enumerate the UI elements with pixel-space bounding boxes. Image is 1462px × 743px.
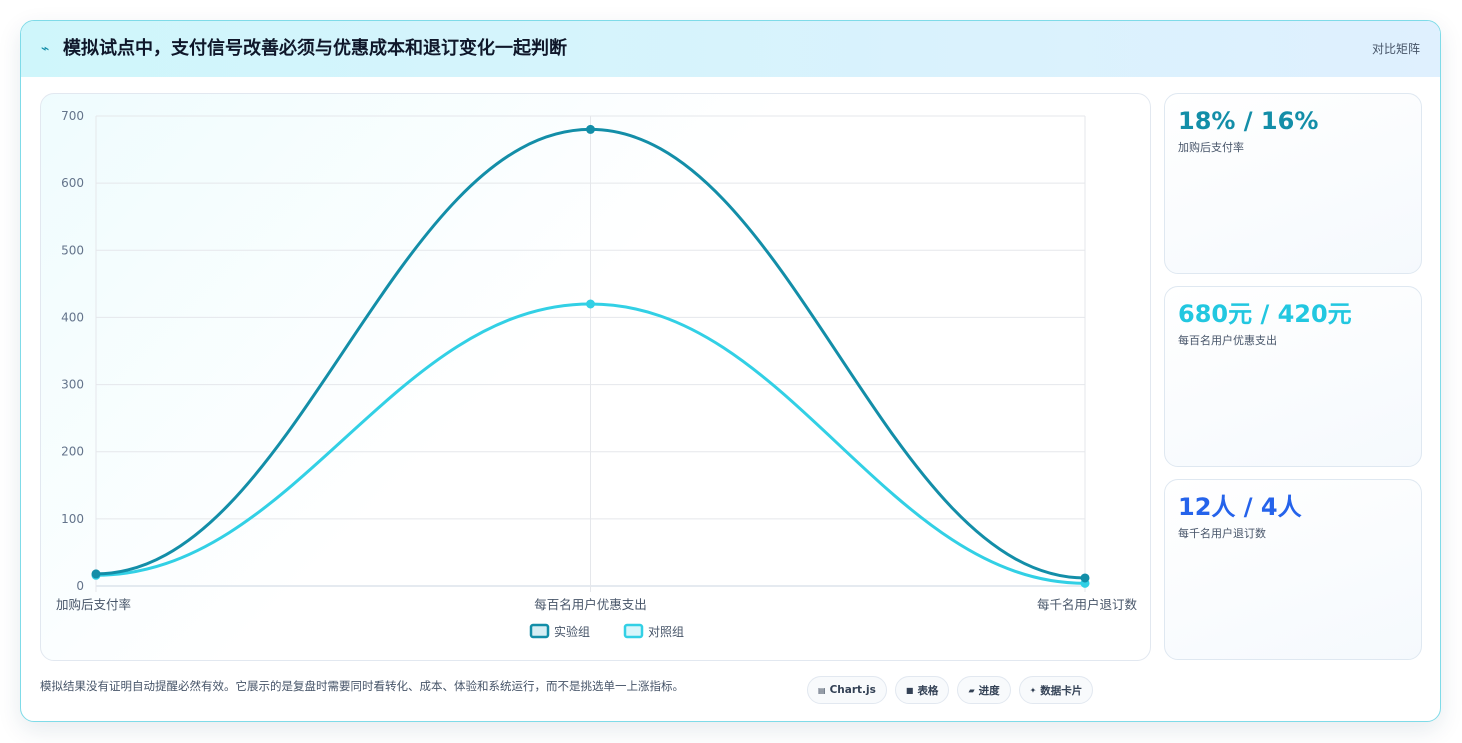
y-tick-label: 300 — [61, 378, 84, 392]
stat-label: 每百名用户优惠支出 — [1178, 334, 1277, 347]
stat-card-discount-cost: 680元 / 420元 每百名用户优惠支出 — [1164, 286, 1422, 467]
panel-header: ⌁ 模拟试点中，支付信号改善必须与优惠成本和退订变化一起判断 对比矩阵 — [21, 21, 1440, 77]
legend-label: 实验组 — [554, 624, 590, 639]
legend-swatch — [529, 623, 550, 639]
chip-label: 数据卡片 — [1040, 684, 1083, 697]
compare-matrix-link[interactable]: 对比矩阵 — [1371, 42, 1420, 56]
line-chart: 0 100 200 300 400 500 600 700 加购后支付率 每百名用户优惠支出 每千名… — [56, 109, 1138, 639]
chip-progress[interactable]: ▰ 进度 — [957, 676, 1011, 704]
chip-label: 进度 — [978, 684, 1000, 697]
stat-value: 680元 / 420元 — [1178, 300, 1352, 328]
data-point — [586, 124, 595, 134]
chip-data-cards[interactable]: ✦ 数据卡片 — [1018, 676, 1094, 704]
x-tick-label: 加购后支付率 — [56, 597, 131, 612]
y-tick-label: 400 — [61, 310, 84, 324]
chip-label: 表格 — [917, 684, 939, 697]
y-tick-label: 200 — [61, 445, 84, 459]
y-tick-label: 500 — [61, 243, 84, 257]
data-point — [1080, 573, 1090, 583]
y-tick-label: 0 — [76, 579, 84, 593]
y-tick-label: 600 — [61, 176, 84, 190]
stat-label: 每千名用户退订数 — [1178, 527, 1266, 540]
stat-card-payment-rate: 18% / 16% 加购后支付率 — [1164, 93, 1422, 274]
chip-label: Chart.js — [829, 684, 876, 696]
chip-table[interactable]: ■ 表格 — [894, 676, 950, 704]
footer-note: 模拟结果没有证明自动提醒必然有效。它展示的是复盘时需要同时看转化、成本、体验和系… — [40, 679, 684, 693]
stat-value: 18% / 16% — [1178, 107, 1319, 135]
y-tick-label: 700 — [61, 109, 84, 123]
y-tick-label: 100 — [61, 512, 84, 526]
progress-icon: ▰ — [968, 685, 975, 695]
dashboard-panel: ⌁ 模拟试点中，支付信号改善必须与优惠成本和退订变化一起判断 对比矩阵 0 100… — [20, 20, 1441, 722]
x-tick-label: 每千名用户退订数 — [1037, 597, 1138, 612]
x-tick-label: 每百名用户优惠支出 — [534, 597, 647, 612]
stat-value: 12人 / 4人 — [1178, 493, 1302, 521]
chart-card: 0 100 200 300 400 500 600 700 加购后支付率 每百名用户优惠支出 每千名… — [40, 93, 1151, 661]
chart-icon: ▤ — [818, 685, 826, 695]
page-title: 模拟试点中，支付信号改善必须与优惠成本和退订变化一起判断 — [63, 38, 567, 59]
table-icon: ■ — [905, 685, 914, 695]
sparkle-icon: ✦ — [1029, 685, 1037, 695]
data-point — [91, 569, 101, 579]
legend-label: 对照组 — [648, 625, 684, 639]
stat-label: 加购后支付率 — [1178, 141, 1244, 154]
chip-chartjs[interactable]: ▤ Chart.js — [807, 676, 887, 704]
stat-card-unsubscribe: 12人 / 4人 每千名用户退订数 — [1164, 479, 1422, 660]
pulse-icon: ⌁ — [41, 41, 50, 57]
chip-group: ▤ Chart.js ■ 表格 ▰ 进度 ✦ 数据卡片 — [807, 676, 1094, 704]
legend-swatch — [623, 623, 644, 639]
data-point — [586, 299, 595, 309]
